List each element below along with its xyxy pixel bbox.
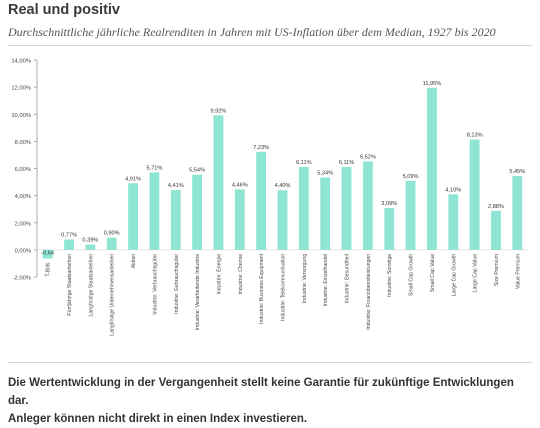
category-label: Industrie: Verbrauchsgüter (152, 254, 158, 315)
bar-value-label: 4,41% (168, 183, 184, 189)
category-label: Industrie: Gesundheit (345, 253, 351, 303)
y-tick-label: 0,00% (15, 248, 31, 254)
category-label: Size Premium (494, 254, 500, 286)
disclaimer: Die Wertentwicklung in der Vergangenheit… (8, 374, 536, 428)
y-tick-label: 2,00% (15, 221, 31, 227)
chart-subtitle: Durchschnittliche jährliche Realrenditen… (8, 25, 496, 39)
bar-value-label: 5,45% (509, 169, 525, 175)
disclaimer-line-1: Die Wertentwicklung in der Vergangenheit… (8, 377, 514, 407)
bar (512, 175, 523, 250)
bar (384, 207, 395, 250)
category-label: Industrie: Versorgung (302, 254, 308, 303)
category-label: Value Premium (515, 254, 521, 289)
bar (448, 194, 459, 250)
bar-value-label: -0,64 (41, 251, 54, 257)
y-tick-label: -2,00% (13, 276, 31, 282)
bar (213, 115, 224, 250)
y-tick-label: 4,00% (15, 194, 31, 200)
bar-value-label: 7,23% (253, 145, 269, 151)
category-label: Langfristige Unternehmensanleihen (110, 254, 116, 336)
bar (149, 172, 160, 250)
bar-value-label: 5,71% (146, 165, 162, 171)
category-label: Small Cap Growth (409, 254, 415, 296)
y-tick-label: 8,00% (15, 140, 31, 146)
category-label: Small Cap Value (430, 254, 436, 292)
bar (405, 180, 416, 250)
chart-title: Real und positiv (8, 2, 120, 18)
bar-value-label: 4,10% (445, 187, 461, 193)
bar-value-label: 4,46% (232, 182, 248, 188)
bar (85, 244, 96, 250)
category-label: Industrie: Verarbeitende Industrie (195, 254, 201, 331)
bar (42, 249, 53, 259)
bar (320, 177, 331, 250)
bar-value-label: 8,13% (467, 133, 483, 139)
category-label: Large Cap Value (473, 254, 479, 293)
bar (362, 161, 373, 250)
y-tick-label: 10,00% (11, 113, 31, 119)
y-tick-label: 14,00% (11, 59, 31, 65)
bar-value-label: 5,54% (189, 168, 205, 174)
disclaimer-line-2: Anleger können nicht direkt in einen Ind… (8, 413, 308, 425)
bar-value-label: 0,90% (104, 231, 120, 237)
bar-value-label: 5,34% (317, 170, 333, 176)
bar-chart: -2,00% 0,00% 2,00% 4,00% 6,00% 8,00% 10,00% 12,… (11, 59, 528, 336)
bar-value-label: 0,77% (61, 232, 77, 238)
category-label: Industrie: Gebrauchsgüter (174, 254, 180, 314)
category-label: Industrie: Chemie (238, 254, 244, 295)
bar-value-label: 6,11% (296, 160, 311, 166)
bar (469, 139, 480, 250)
bar-value-label: 4,40% (275, 183, 291, 189)
category-label: T-Bills (46, 262, 52, 277)
category-label: Aktien (131, 254, 137, 269)
bar (106, 237, 117, 250)
bar (427, 87, 437, 250)
category-label: Industrie: Finanzdienstleistungen (366, 254, 372, 330)
y-tick-label: 12,00% (11, 86, 31, 92)
bar (491, 210, 501, 250)
bar (192, 174, 203, 250)
bar-value-label: 4,91% (125, 176, 141, 182)
category-label: Industrie: Telekommunikation (281, 254, 287, 321)
bar-value-label: 11,95% (423, 81, 442, 87)
bar-value-label: 9,92% (211, 108, 227, 114)
bar-value-label: 2,88% (488, 204, 504, 210)
bottom-divider (8, 362, 532, 363)
category-label: Industrie: Business Equipment (259, 253, 265, 324)
category-label: Industrie: Einzelhandel (323, 254, 329, 307)
bar-value-label: 0,39% (82, 238, 98, 244)
y-tick-label: 6,00% (15, 167, 31, 173)
category-label: Large Cap Growth (451, 254, 457, 297)
category-label: Langfristige Staatsanleihen (88, 254, 94, 317)
bar (277, 190, 288, 250)
bar (128, 183, 138, 250)
top-divider (8, 45, 532, 46)
bar-value-label: 5,09% (403, 174, 419, 180)
bar-value-label: 3,09% (381, 201, 397, 207)
bar-value-label: 6,11% (339, 160, 354, 166)
bar (64, 239, 74, 250)
bar-value-label: 6,52% (360, 154, 376, 160)
category-label: Industrie: Sonstige (387, 254, 393, 297)
bar (298, 167, 309, 250)
bar (170, 190, 181, 250)
bar (234, 189, 245, 250)
bar (341, 167, 352, 250)
category-label: Industrie: Energie (216, 254, 222, 295)
bar (256, 151, 267, 250)
category-label: Fünfjährige Staatsanleihen (67, 254, 73, 316)
